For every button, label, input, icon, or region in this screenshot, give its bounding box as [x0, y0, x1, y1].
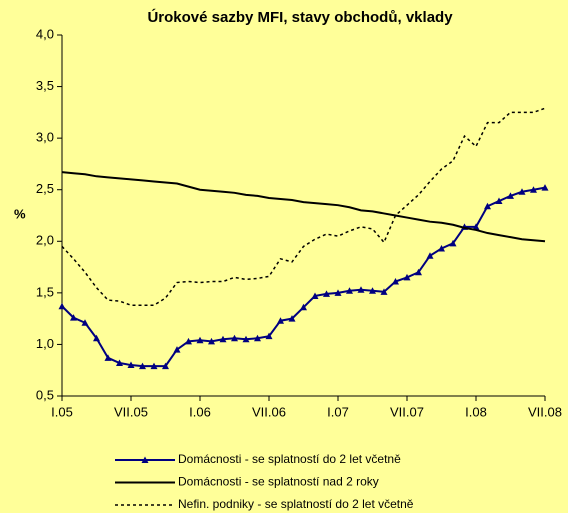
legend-label: Domácnosti - se splatností do 2 let včet… [178, 452, 401, 466]
point-marker [392, 278, 399, 285]
x-tick-label: I.07 [327, 404, 349, 419]
x-tick-label: VII.07 [390, 404, 424, 419]
y-axis-label: % [14, 206, 26, 221]
point-marker [58, 302, 66, 310]
point-marker [518, 188, 526, 195]
y-tick-label: 1,5 [36, 284, 54, 299]
y-tick-label: 4,0 [36, 26, 54, 41]
point-marker [208, 337, 215, 345]
point-marker [300, 303, 307, 311]
point-marker [346, 287, 353, 294]
point-marker [162, 362, 169, 370]
point-marker [334, 289, 342, 296]
y-tick-label: 2,5 [36, 181, 54, 196]
y-tick-label: 1,0 [36, 336, 54, 351]
point-marker [323, 290, 330, 297]
point-marker [81, 319, 89, 326]
x-tick-label: I.08 [465, 404, 487, 419]
point-marker [116, 359, 123, 366]
point-marker [472, 223, 480, 230]
point-marker [311, 292, 319, 299]
point-marker [254, 334, 261, 342]
point-marker [507, 192, 514, 199]
point-marker [70, 314, 77, 321]
point-marker [265, 332, 273, 340]
point-marker [185, 337, 192, 345]
point-marker [426, 252, 434, 259]
x-tick-label: I.05 [51, 404, 73, 419]
point-marker [415, 268, 422, 276]
x-tick-label: I.06 [189, 404, 211, 419]
point-marker [357, 286, 365, 293]
legend-label: Domácnosti - se splatností nad 2 roky [178, 475, 379, 489]
point-marker [277, 317, 284, 324]
x-tick-label: VII.06 [252, 404, 286, 419]
x-tick-label: VII.05 [114, 404, 148, 419]
point-marker [93, 334, 100, 342]
point-marker [530, 186, 537, 193]
point-marker [369, 287, 376, 294]
y-tick-label: 2,0 [36, 233, 54, 248]
point-marker [231, 334, 238, 342]
y-tick-label: 0,5 [36, 387, 54, 402]
point-marker [196, 336, 204, 344]
series-line [61, 107, 546, 306]
x-tick-label: VII.08 [528, 404, 562, 419]
point-marker [242, 335, 250, 343]
point-marker [173, 346, 181, 353]
point-marker [150, 362, 158, 370]
point-marker [219, 335, 227, 343]
y-tick-label: 3,5 [36, 78, 54, 93]
point-marker [438, 245, 445, 252]
point-marker [449, 239, 457, 247]
y-tick-label: 3,0 [36, 130, 54, 145]
point-marker [104, 354, 112, 361]
legend-marker [141, 456, 149, 463]
point-marker [380, 288, 388, 295]
point-marker [403, 273, 411, 281]
point-marker [288, 315, 296, 322]
point-marker [484, 202, 491, 210]
legend-label: Nefin. podniky - se splatností do 2 let … [178, 497, 414, 511]
series-line [61, 171, 546, 243]
point-marker [541, 184, 549, 191]
chart-title: Úrokové sazby MFI, stavy obchodů, vklady [147, 8, 453, 26]
point-marker [127, 361, 135, 369]
point-marker [495, 197, 503, 205]
point-marker [139, 362, 146, 370]
